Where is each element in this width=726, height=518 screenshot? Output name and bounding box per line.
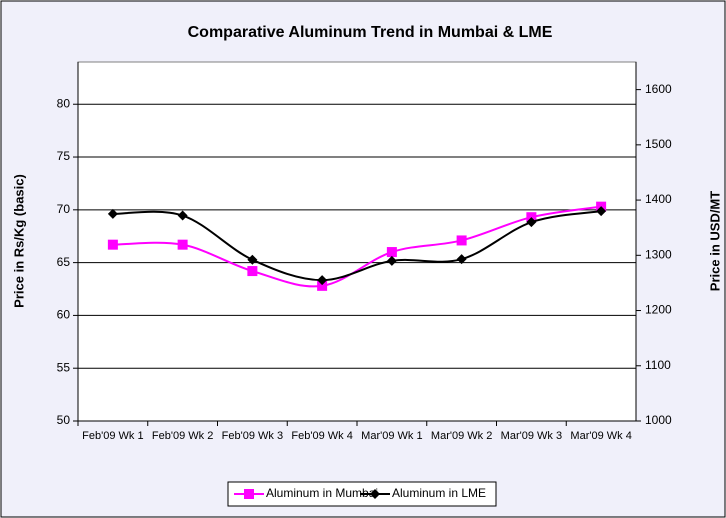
y2-tick-label: 1300 — [645, 247, 672, 261]
x-tick-label: Mar'09 Wk 4 — [570, 430, 632, 442]
x-tick-label: Mar'09 Wk 2 — [430, 430, 493, 442]
x-tick-label: Mar'09 Wk 3 — [500, 430, 563, 442]
y2-tick-label: 1200 — [645, 303, 672, 317]
y2-axis-label: Price in USD/MT — [707, 191, 722, 291]
x-tick-label: Feb'09 Wk 2 — [151, 430, 214, 442]
legend-marker — [370, 489, 380, 499]
data-point — [247, 266, 258, 277]
y-axis-label: Price in Rs/Kg (basic) — [11, 174, 26, 308]
y-tick-label: 55 — [57, 360, 71, 374]
x-tick-label: Feb'09 Wk 3 — [221, 430, 284, 442]
legend-label: Aluminum in Mumbai — [266, 486, 378, 500]
y-tick-label: 70 — [57, 202, 71, 216]
y-tick-label: 75 — [57, 149, 71, 163]
data-point — [247, 254, 258, 265]
chart-title: Comparative Aluminum Trend in Mumbai & L… — [188, 24, 553, 41]
data-point — [386, 255, 397, 266]
x-tick-label: Feb'09 Wk 4 — [291, 430, 353, 442]
x-tick-label: Feb'09 Wk 1 — [82, 430, 144, 442]
y-tick-label: 60 — [57, 308, 71, 322]
y-tick-label: 50 — [57, 413, 71, 427]
data-point — [177, 239, 188, 250]
data-point — [456, 235, 467, 246]
data-point — [386, 247, 397, 258]
data-point — [526, 217, 537, 228]
y2-tick-label: 1000 — [645, 413, 672, 427]
x-tick-label: Mar'09 Wk 1 — [361, 430, 423, 442]
y2-tick-label: 1600 — [645, 82, 672, 96]
data-point — [177, 210, 188, 221]
plot-area — [77, 61, 637, 422]
legend-label: Aluminum in LME — [392, 486, 486, 500]
data-point — [317, 275, 328, 286]
y-tick-label: 65 — [57, 255, 71, 269]
data-point — [596, 206, 607, 217]
series-line — [112, 210, 602, 282]
y2-tick-label: 1100 — [645, 358, 671, 372]
y-tick-label: 80 — [57, 96, 71, 110]
data-point — [456, 254, 467, 265]
data-point — [317, 280, 328, 291]
series-line — [112, 205, 602, 288]
data-point — [107, 208, 118, 219]
legend-marker — [244, 489, 254, 499]
data-point — [107, 239, 118, 250]
y2-tick-label: 1500 — [645, 137, 672, 151]
y2-tick-label: 1400 — [645, 192, 672, 206]
